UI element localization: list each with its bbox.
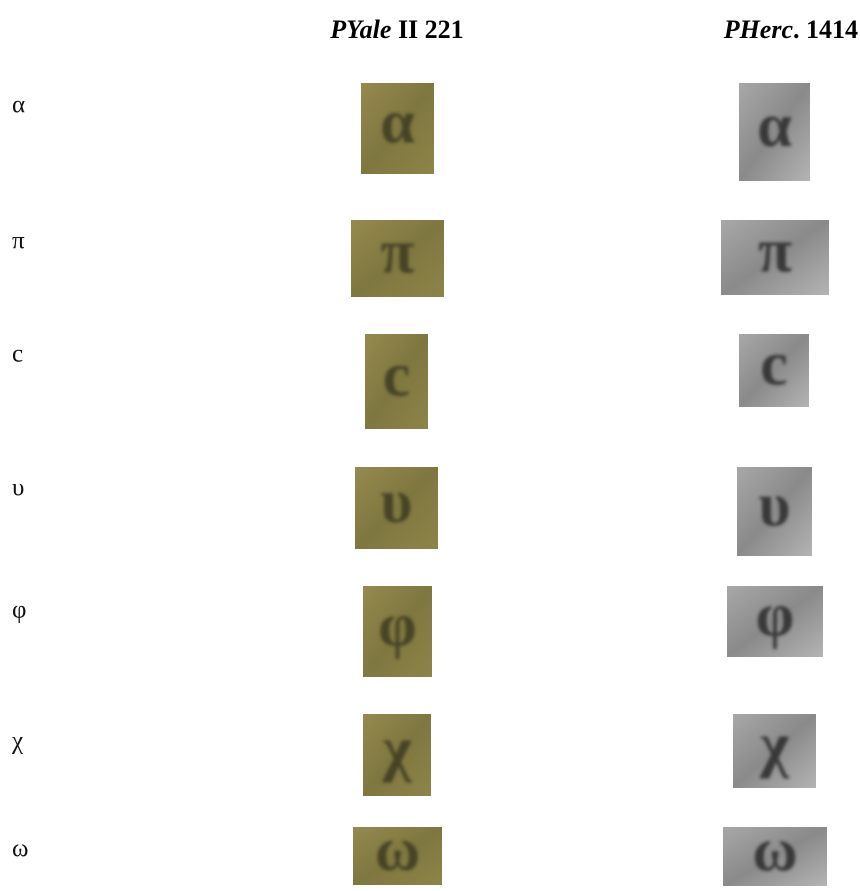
image-glyph: c: [760, 331, 788, 399]
header-italic: PYale: [329, 15, 391, 44]
image-glyph: α: [757, 92, 792, 160]
image-glyph: c: [383, 342, 411, 410]
image-background: [733, 714, 816, 788]
letter-image: π: [351, 219, 444, 297]
letter-image: φ: [363, 586, 432, 677]
image-glyph: φ: [756, 582, 795, 650]
letter-image: υ: [355, 467, 438, 549]
letter-image: c: [365, 334, 428, 429]
image-background: [363, 586, 432, 677]
image-background: [737, 467, 812, 556]
image-glyph: π: [758, 218, 792, 286]
image-glyph: π: [381, 219, 415, 287]
letter-image: υ: [737, 467, 812, 556]
letter-image: c: [739, 331, 809, 407]
letter-image: χ: [733, 711, 816, 788]
image-glyph: υ: [758, 472, 790, 540]
image-glyph: α: [380, 89, 415, 157]
letter-image: ω: [353, 816, 442, 885]
column-header: PYale II 221: [329, 15, 463, 44]
header-italic: PHerc: [723, 15, 794, 44]
image-background: [351, 220, 444, 297]
image-background: [365, 334, 428, 429]
image-background: [727, 586, 823, 657]
image-background: [353, 827, 442, 885]
image-background: [363, 714, 431, 796]
image-glyph: υ: [380, 468, 412, 536]
row-letter: c: [12, 341, 23, 368]
row-letter: α: [12, 92, 25, 119]
image-glyph: χ: [759, 711, 790, 779]
letter-image: α: [739, 83, 810, 181]
image-background: [355, 467, 438, 549]
image-background: [361, 83, 434, 174]
header-rest: II 221: [391, 15, 463, 44]
row-letter: υ: [12, 475, 24, 502]
row-letter: π: [12, 228, 25, 255]
row-letter: ω: [12, 836, 28, 863]
row-letter: χ: [11, 728, 23, 755]
letter-image: π: [721, 218, 829, 295]
row-letter: φ: [12, 597, 26, 624]
image-background: [723, 827, 827, 886]
image-glyph: ω: [752, 817, 797, 885]
image-glyph: φ: [378, 592, 417, 660]
column-header: PHerc. 1414: [723, 15, 858, 44]
letter-image: ω: [723, 817, 827, 886]
image-background: [739, 334, 809, 407]
image-background: [721, 220, 829, 295]
letter-image: α: [361, 83, 434, 174]
image-glyph: χ: [382, 715, 413, 783]
image-glyph: ω: [375, 816, 420, 884]
letter-image: χ: [363, 714, 431, 796]
image-background: [739, 83, 810, 181]
letter-image: φ: [727, 582, 823, 657]
header-rest: . 1414: [793, 15, 858, 44]
